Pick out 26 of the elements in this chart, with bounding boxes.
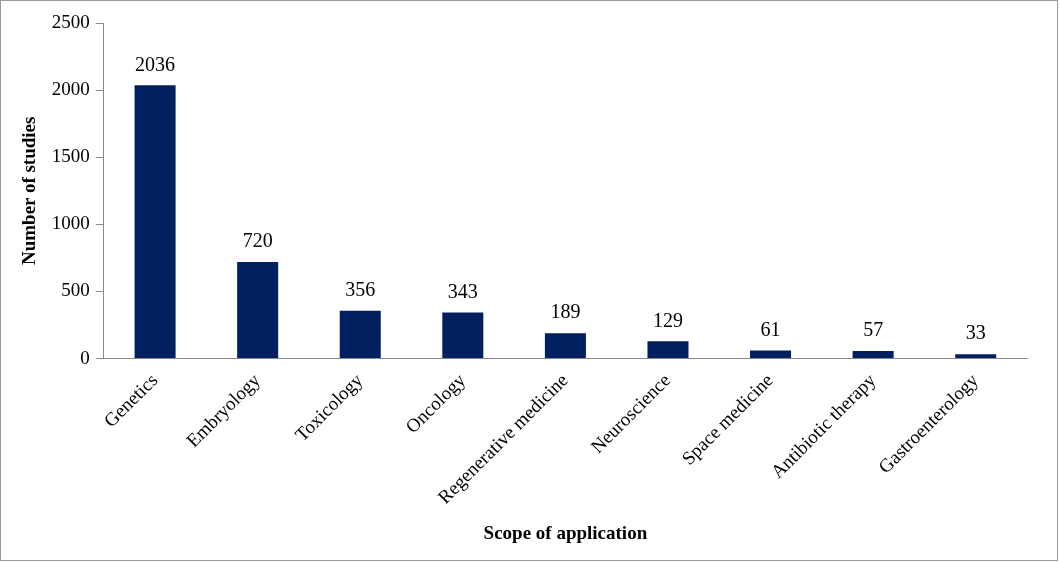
data-label: 61 [760, 317, 781, 340]
y-tick-label: 0 [80, 346, 90, 368]
bar [647, 341, 689, 359]
bar [544, 333, 586, 359]
data-label: 356 [345, 278, 376, 301]
data-label: 189 [550, 300, 581, 323]
y-tick-label: 2000 [51, 78, 90, 100]
y-axis-title: Number of studies [18, 116, 40, 266]
bar [955, 354, 997, 359]
data-label: 2036 [135, 52, 176, 75]
y-tick-label: 500 [61, 279, 90, 301]
bar [339, 310, 381, 359]
bar [442, 312, 484, 359]
data-label: 57 [863, 318, 884, 341]
data-label: 343 [447, 279, 478, 302]
data-label: 33 [965, 321, 986, 344]
y-tick-label: 1500 [51, 145, 90, 167]
bar [237, 261, 279, 359]
x-axis-title: Scope of application [483, 521, 648, 543]
bar [134, 85, 176, 359]
data-label: 720 [242, 229, 273, 252]
data-label: 129 [652, 308, 683, 331]
y-tick-label: 1000 [51, 212, 90, 234]
bar [852, 350, 894, 359]
bar [750, 350, 792, 359]
y-tick-label: 2500 [51, 10, 90, 32]
